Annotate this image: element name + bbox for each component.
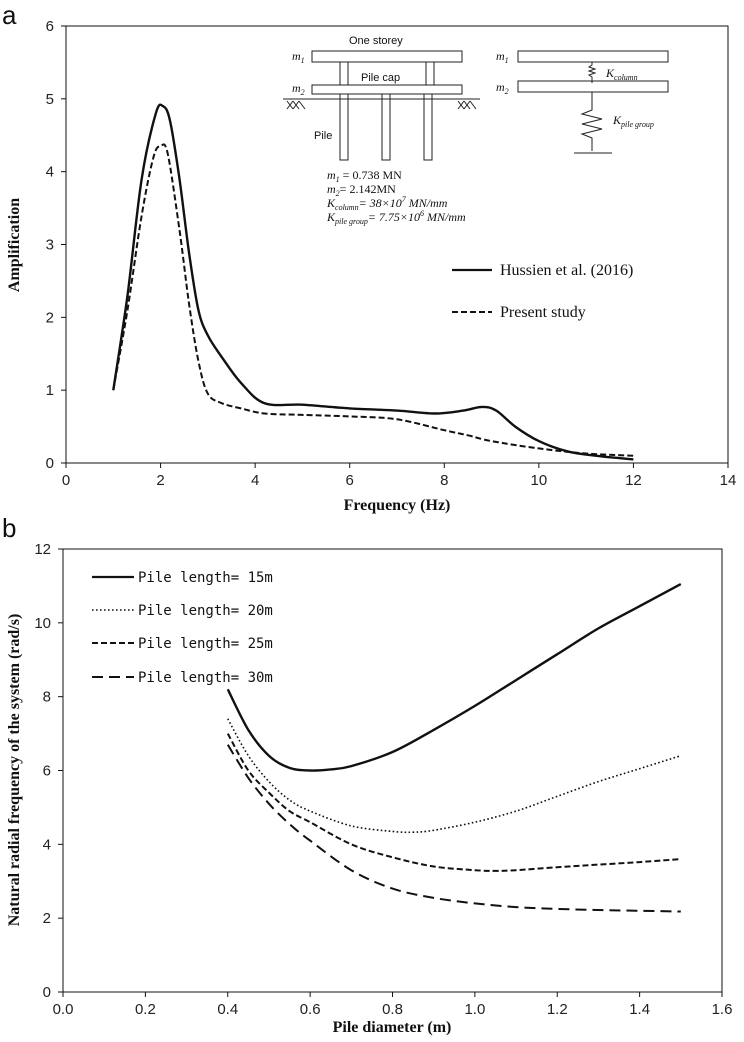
y-tick-label: 6 xyxy=(46,18,54,35)
y-tick-label: 12 xyxy=(34,541,51,558)
column-left xyxy=(339,61,349,86)
y-tick-label: 1 xyxy=(46,382,54,399)
series-line-2 xyxy=(112,143,634,457)
label-one-storey: One storey xyxy=(349,35,403,47)
series-line-4 xyxy=(226,744,681,913)
column-right xyxy=(425,61,435,86)
legend-label-25m: Pile length= 25m xyxy=(138,636,273,652)
x-tick-label: 0.6 xyxy=(300,1001,321,1018)
series-line-1 xyxy=(226,583,682,772)
mass-m2-box xyxy=(517,80,669,93)
param-m1: m1 = 0.738 MN xyxy=(327,168,402,184)
y-tick-label: 8 xyxy=(43,689,51,706)
legend-label-15m: Pile length= 15m xyxy=(138,570,273,586)
y-tick-label: 2 xyxy=(46,309,54,326)
series-line-1 xyxy=(112,103,634,461)
inset-labels: One storey Pile cap Pile m1 m2 m1 m2 Kco… xyxy=(292,35,654,226)
series-b xyxy=(226,583,682,913)
x-axis-label-a: Frequency (Hz) xyxy=(344,497,451,514)
label-m1-left: m1 xyxy=(292,49,305,65)
x-tick-label: 0.8 xyxy=(382,1001,403,1018)
param-k-column: Kcolumn= 38×107 MN/mm xyxy=(326,195,448,212)
x-tick-label: 0.2 xyxy=(135,1001,156,1018)
y-tick-label: 6 xyxy=(43,763,51,780)
x-tick-label: 0.4 xyxy=(217,1001,238,1018)
x-tick-label: 0.0 xyxy=(53,1001,74,1018)
legend-label-present: Present study xyxy=(500,304,586,321)
y-axis-label-a: Amplification xyxy=(6,198,23,292)
y-tick-label: 0 xyxy=(43,984,51,1001)
param-m2: m2= 2.142MN xyxy=(327,182,396,198)
pile-middle xyxy=(381,93,391,161)
x-tick-label: 2 xyxy=(156,472,164,489)
inset-schematic xyxy=(283,50,669,161)
legend-label-20m: Pile length= 20m xyxy=(138,603,273,619)
y-tick-label: 2 xyxy=(43,910,51,927)
series-line-2 xyxy=(227,718,682,834)
series-a xyxy=(112,103,634,461)
y-tick-label: 3 xyxy=(46,237,54,254)
pile-right xyxy=(423,93,433,161)
label-m1-right: m1 xyxy=(496,49,509,65)
y-tick-label: 4 xyxy=(46,164,54,181)
label-m2-right: m2 xyxy=(496,80,509,96)
x-tick-label: 6 xyxy=(346,472,354,489)
chart-b: 0.0 0.2 0.4 0.6 0.8 1.0 1.2 1.4 1.6 0 2 4 6 8 10 12 Pil… xyxy=(6,541,732,1036)
x-tick-label: 12 xyxy=(625,472,642,489)
legend-b: Pile length= 15m Pile length= 20m Pile l… xyxy=(92,570,273,686)
panel-label-a: a xyxy=(2,0,17,30)
y-axis-label-b: Natural radial frequency of the system (… xyxy=(6,614,23,927)
x-tick-label: 8 xyxy=(440,472,448,489)
x-tick-label: 4 xyxy=(251,472,259,489)
pile-cap-slab xyxy=(311,84,463,95)
axis-ticks-b: 0.0 0.2 0.4 0.6 0.8 1.0 1.2 1.4 1.6 0 2 4 6 8 10 12 xyxy=(34,541,732,1018)
legend-a: Hussien et al. (2016) Present study xyxy=(452,262,633,321)
y-tick-label: 10 xyxy=(34,615,51,632)
soil-hatch-right xyxy=(457,100,477,110)
spring-column xyxy=(587,62,597,83)
x-tick-label: 0 xyxy=(62,472,70,489)
legend-label-hussien: Hussien et al. (2016) xyxy=(500,262,633,279)
y-tick-label: 0 xyxy=(46,455,54,472)
label-pile-cap: Pile cap xyxy=(361,72,400,84)
y-tick-label: 5 xyxy=(46,91,54,108)
label-m2-left: m2 xyxy=(292,81,305,97)
pile-left xyxy=(339,93,349,161)
label-pile: Pile xyxy=(314,130,332,142)
soil-hatch-left xyxy=(286,100,306,110)
mass-m1-box xyxy=(517,50,669,63)
label-k-pile-group: Kpile group xyxy=(612,113,654,129)
legend-label-30m: Pile length= 30m xyxy=(138,670,273,686)
storey-slab xyxy=(311,50,463,63)
x-axis-label-b: Pile diameter (m) xyxy=(333,1019,452,1036)
x-tick-label: 1.6 xyxy=(712,1001,733,1018)
series-line-3 xyxy=(226,733,681,872)
y-tick-label: 4 xyxy=(43,836,51,853)
param-k-pile-group: Kpile group= 7.75×106 MN/mm xyxy=(326,209,466,226)
x-tick-label: 10 xyxy=(531,472,548,489)
x-tick-label: 1.0 xyxy=(464,1001,485,1018)
spring-pile-group xyxy=(580,92,603,151)
panel-label-b: b xyxy=(2,513,16,543)
x-tick-label: 14 xyxy=(720,472,737,489)
x-tick-label: 1.2 xyxy=(547,1001,568,1018)
label-k-column: Kcolumn xyxy=(605,66,638,82)
x-tick-label: 1.4 xyxy=(629,1001,650,1018)
